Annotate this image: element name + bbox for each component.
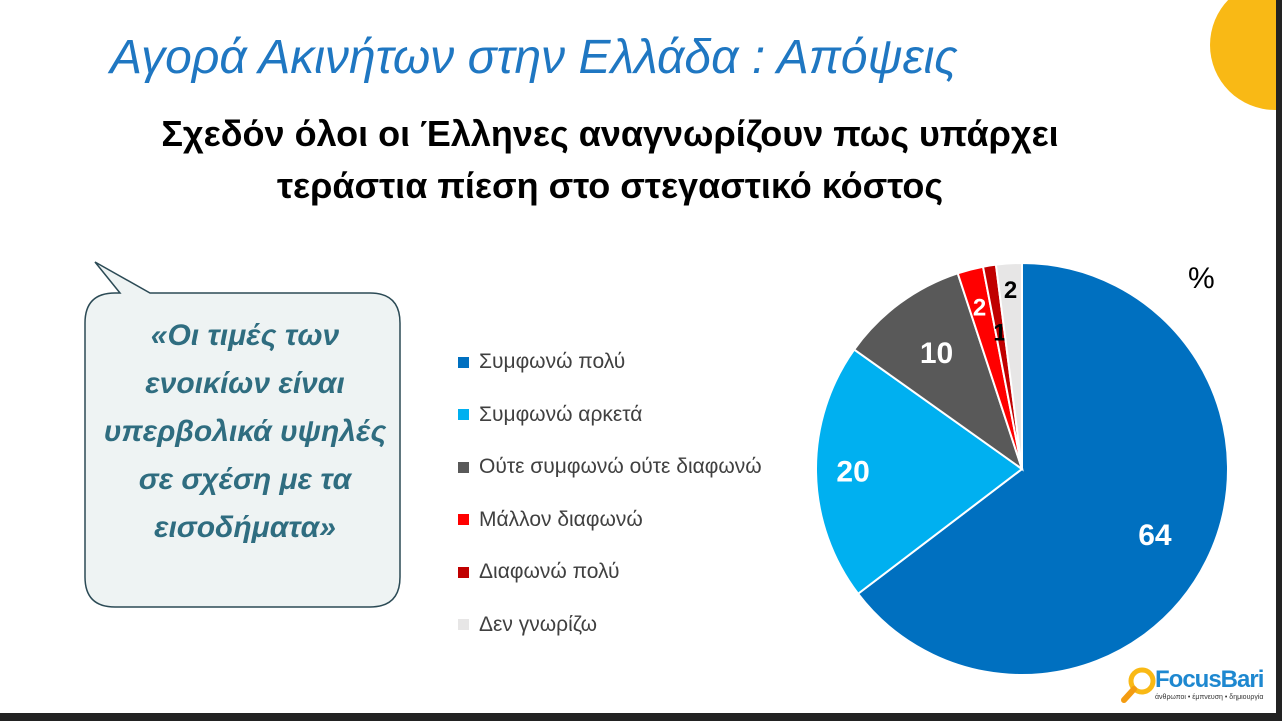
data-label: 10 [920,337,953,370]
legend-swatch [458,356,469,368]
subtitle: Σχεδόν όλοι οι Έλληνες αναγνωρίζουν πως … [60,108,1160,212]
unit-label: % [1188,262,1215,295]
data-label: 64 [1138,519,1172,552]
subtitle-line-2: τεράστια πίεση στο στεγαστικό κόστος [276,165,944,206]
legend-swatch [458,461,469,473]
legend-label: Δεν γνωρίζω [479,612,597,636]
page-title: Αγορά Ακινήτων στην Ελλάδα : Απόψεις [110,31,958,84]
logo-name: FocusBari [1155,666,1264,693]
window-edge [1276,0,1282,721]
data-label: 20 [836,456,869,489]
pie-slice [815,348,1024,596]
legend-item: Δεν γνωρίζω [458,599,762,652]
legend-swatch [458,409,469,421]
legend-swatch [458,566,469,578]
magnifier-logo-icon [1121,667,1156,703]
legend-label: Ούτε συμφωνώ ούτε διαφωνώ [479,455,762,479]
pie-slice [856,261,1229,676]
legend-label: Μάλλον διαφωνώ [479,507,643,531]
data-label: 2 [1004,277,1017,304]
subtitle-line-1: Σχεδόν όλοι οι Έλληνες αναγνωρίζουν πως … [161,113,1059,154]
legend-item: Διαφωνώ πολύ [458,546,762,599]
speech-bubble [84,261,401,608]
chart-legend: Συμφωνώ πολύ Συμφωνώ αρκετά Ούτε συμφωνώ ο… [458,336,762,651]
logo-tagline: άνθρωποι • έμπνευση • δημιουργία [1155,694,1264,701]
legend-item: Ούτε συμφωνώ ούτε διαφωνώ [458,441,762,494]
legend-item: Μάλλον διαφωνώ [458,494,762,547]
legend-item: Συμφωνώ πολύ [458,336,762,389]
legend-label: Συμφωνώ πολύ [479,350,626,374]
pie-slice [994,261,1023,470]
window-edge-bottom [0,713,1282,721]
legend-swatch [458,619,469,631]
legend-swatch [458,514,469,526]
legend-label: Συμφωνώ αρκετά [479,402,643,426]
pie-slice [852,272,1024,472]
data-label: 2 [973,294,986,321]
legend-label: Διαφωνώ πολύ [479,560,620,584]
legend-item: Συμφωνώ αρκετά [458,389,762,442]
quote-text: «Οι τιμές των ενοικίων είναι υπερβολικά … [103,319,387,544]
